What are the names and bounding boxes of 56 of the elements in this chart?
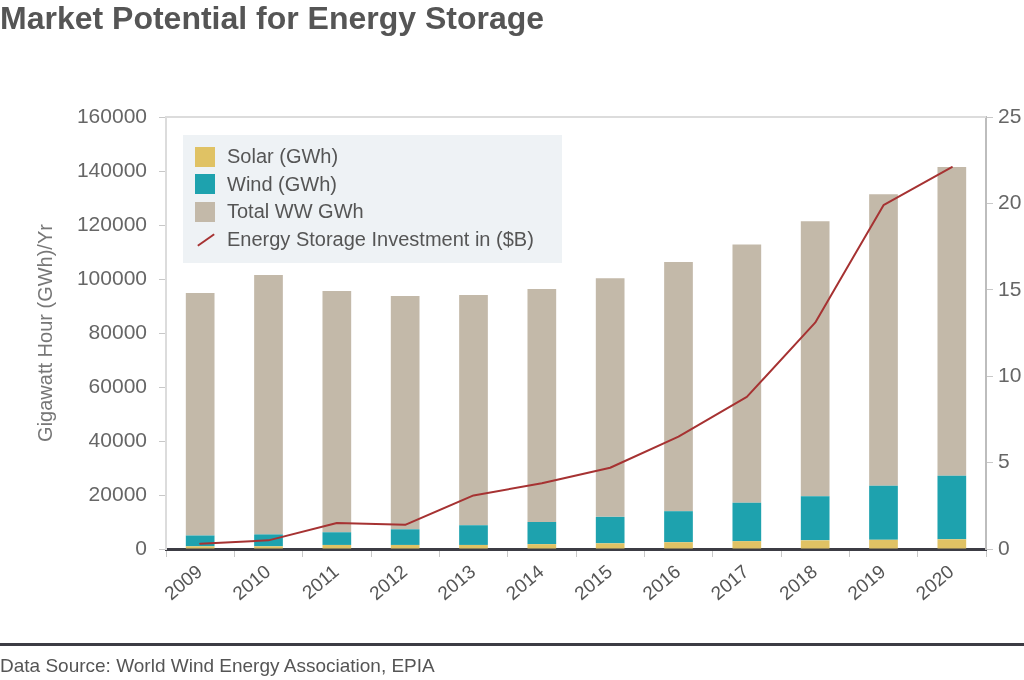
bar <box>254 546 283 549</box>
bar <box>390 296 420 530</box>
bar <box>254 274 283 535</box>
y-tick-label: 0 <box>135 535 147 559</box>
bar <box>390 544 420 549</box>
bar <box>527 522 557 545</box>
bar <box>732 502 762 542</box>
bar <box>937 166 967 476</box>
bar <box>732 541 762 549</box>
bar <box>732 244 762 503</box>
source-note: Data Source: World Wind Energy Association, EPIA <box>0 655 435 677</box>
y2-tick-label: 5 <box>998 449 1010 473</box>
bar <box>800 540 830 549</box>
bar <box>459 544 488 549</box>
bar <box>869 485 898 540</box>
bar <box>937 475 967 540</box>
bar <box>527 288 557 522</box>
y2-tick-label: 20 <box>998 190 1022 214</box>
y2-tick-label: 10 <box>998 363 1022 386</box>
legend-label: Total WW GWh <box>227 200 364 224</box>
bar <box>459 294 488 526</box>
bar <box>322 290 352 533</box>
y-tick-label: 60000 <box>88 373 147 397</box>
bar <box>185 546 215 549</box>
y-tick-label: 100000 <box>76 265 147 289</box>
legend-label: Wind (GWh) <box>227 172 337 196</box>
y2-tick-label: 0 <box>998 535 1010 559</box>
bar <box>459 525 488 545</box>
bar <box>937 539 967 549</box>
y2-tick-label: 25 <box>998 103 1022 127</box>
y-tick-label: 120000 <box>76 211 147 235</box>
bar <box>595 516 625 544</box>
bar <box>322 532 352 545</box>
bar <box>800 496 830 541</box>
legend-label: Energy Storage Investment in ($B) <box>227 227 534 251</box>
bar <box>869 539 898 549</box>
chart-title: Market Potential for Energy Storage <box>0 0 545 37</box>
bar <box>869 194 898 486</box>
bar <box>390 529 420 545</box>
y-tick-label: 140000 <box>76 157 147 181</box>
bar <box>664 542 693 549</box>
y-axis-title: Gigawatt Hour (GWh)/Yr <box>33 223 56 442</box>
y2-tick-label: 15 <box>998 276 1022 300</box>
bar <box>664 261 693 512</box>
y-tick-label: 20000 <box>88 481 147 505</box>
y-tick-label: 160000 <box>76 103 147 127</box>
legend-label: Solar (GWh) <box>227 145 339 169</box>
bar <box>664 511 693 543</box>
y-tick-label: 40000 <box>88 427 147 451</box>
bar <box>800 221 830 497</box>
bar <box>595 543 625 549</box>
y-tick-label: 80000 <box>88 319 147 343</box>
bar <box>527 544 557 549</box>
bar <box>595 278 625 517</box>
bar <box>185 293 215 536</box>
bar <box>322 544 352 549</box>
